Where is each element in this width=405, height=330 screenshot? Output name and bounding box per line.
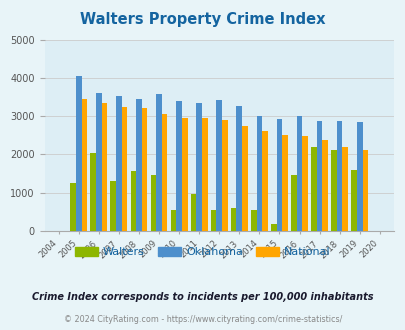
Bar: [116, 96, 121, 231]
Bar: [276, 119, 281, 231]
Bar: [210, 210, 216, 231]
Bar: [81, 99, 87, 231]
Text: Crime Index corresponds to incidents per 100,000 inhabitants: Crime Index corresponds to incidents per…: [32, 292, 373, 302]
Bar: [162, 114, 167, 231]
Bar: [136, 99, 141, 231]
Bar: [362, 150, 367, 231]
Bar: [262, 131, 267, 231]
Bar: [90, 152, 96, 231]
Bar: [302, 136, 307, 231]
Bar: [241, 126, 247, 231]
Bar: [156, 94, 162, 231]
Bar: [271, 224, 276, 231]
Bar: [201, 118, 207, 231]
Bar: [322, 140, 327, 231]
Bar: [70, 183, 76, 231]
Bar: [170, 210, 176, 231]
Bar: [350, 170, 356, 231]
Bar: [76, 76, 81, 231]
Bar: [196, 103, 201, 231]
Bar: [181, 118, 187, 231]
Bar: [316, 121, 322, 231]
Bar: [341, 147, 347, 231]
Bar: [296, 116, 302, 231]
Text: © 2024 CityRating.com - https://www.cityrating.com/crime-statistics/: © 2024 CityRating.com - https://www.city…: [64, 315, 341, 324]
Bar: [330, 150, 336, 231]
Legend: Walters, Oklahoma, National: Walters, Oklahoma, National: [71, 242, 334, 262]
Bar: [176, 101, 181, 231]
Bar: [281, 135, 287, 231]
Bar: [141, 108, 147, 231]
Bar: [222, 120, 227, 231]
Bar: [356, 122, 362, 231]
Text: Walters Property Crime Index: Walters Property Crime Index: [80, 12, 325, 26]
Bar: [110, 181, 116, 231]
Bar: [236, 106, 241, 231]
Bar: [190, 194, 196, 231]
Bar: [336, 121, 341, 231]
Bar: [130, 171, 136, 231]
Bar: [216, 100, 222, 231]
Bar: [250, 210, 256, 231]
Bar: [230, 208, 236, 231]
Bar: [150, 176, 156, 231]
Bar: [290, 175, 296, 231]
Bar: [122, 107, 127, 231]
Bar: [101, 103, 107, 231]
Bar: [310, 147, 316, 231]
Bar: [256, 116, 262, 231]
Bar: [96, 93, 101, 231]
